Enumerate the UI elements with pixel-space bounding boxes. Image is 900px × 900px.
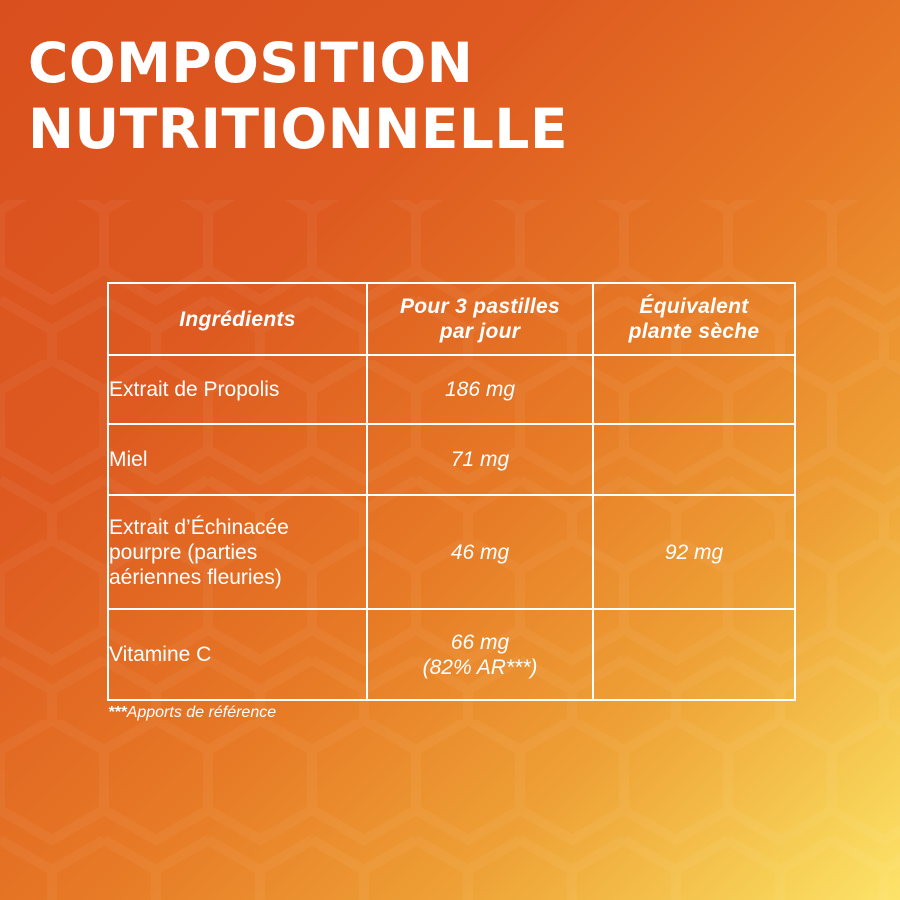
title-line-1: COMPOSITION (28, 31, 474, 95)
table-row: Extrait de Propolis 186 mg (107, 354, 796, 425)
table-row: Vitamine C 66 mg (82% AR***) (107, 608, 796, 701)
header-equivalent-line-1: Équivalent (639, 295, 749, 318)
title-line-2: NUTRITIONNELLE (28, 97, 569, 161)
dose-cell: 46 mg (366, 494, 594, 610)
header-equivalent: Équivalent plante sèche (592, 282, 796, 356)
footnote: ***Apports de référence (108, 704, 276, 722)
ingredient-cell: Extrait de Propolis (107, 354, 368, 425)
dose-cell: 66 mg (82% AR***) (366, 608, 594, 701)
table-row: Miel 71 mg (107, 423, 796, 496)
dose-value: 66 mg (450, 630, 510, 654)
dose-cell: 71 mg (366, 423, 594, 496)
footnote-text: Apports de référence (126, 704, 277, 721)
equivalent-cell (592, 608, 796, 701)
ingredient-cell: Vitamine C (107, 608, 368, 701)
header-ingredients-label: Ingrédients (179, 307, 296, 331)
table-row: Extrait d’Échinacée pourpre (parties aér… (107, 494, 796, 610)
nutrition-table: Ingrédients Pour 3 pastilles par jour Éq… (107, 282, 796, 701)
header-dose: Pour 3 pastilles par jour (366, 282, 594, 356)
equivalent-cell (592, 423, 796, 496)
ingredient-cell: Extrait d’Échinacée pourpre (parties aér… (107, 494, 368, 610)
header-equivalent-line-2: plante sèche (628, 320, 760, 343)
footnote-marker: *** (108, 704, 127, 721)
header-dose-line-2: par jour (439, 320, 521, 343)
dose-note: (82% AR***) (422, 655, 538, 679)
ingredient-cell: Miel (107, 423, 368, 496)
equivalent-cell: 92 mg (592, 494, 796, 610)
dose-cell: 186 mg (366, 354, 594, 425)
table-header-row: Ingrédients Pour 3 pastilles par jour Éq… (107, 282, 796, 356)
header-ingredients: Ingrédients (107, 282, 368, 356)
page-title: COMPOSITION NUTRITIONNELLE (28, 30, 568, 162)
equivalent-cell (592, 354, 796, 425)
header-dose-line-1: Pour 3 pastilles (399, 295, 561, 318)
